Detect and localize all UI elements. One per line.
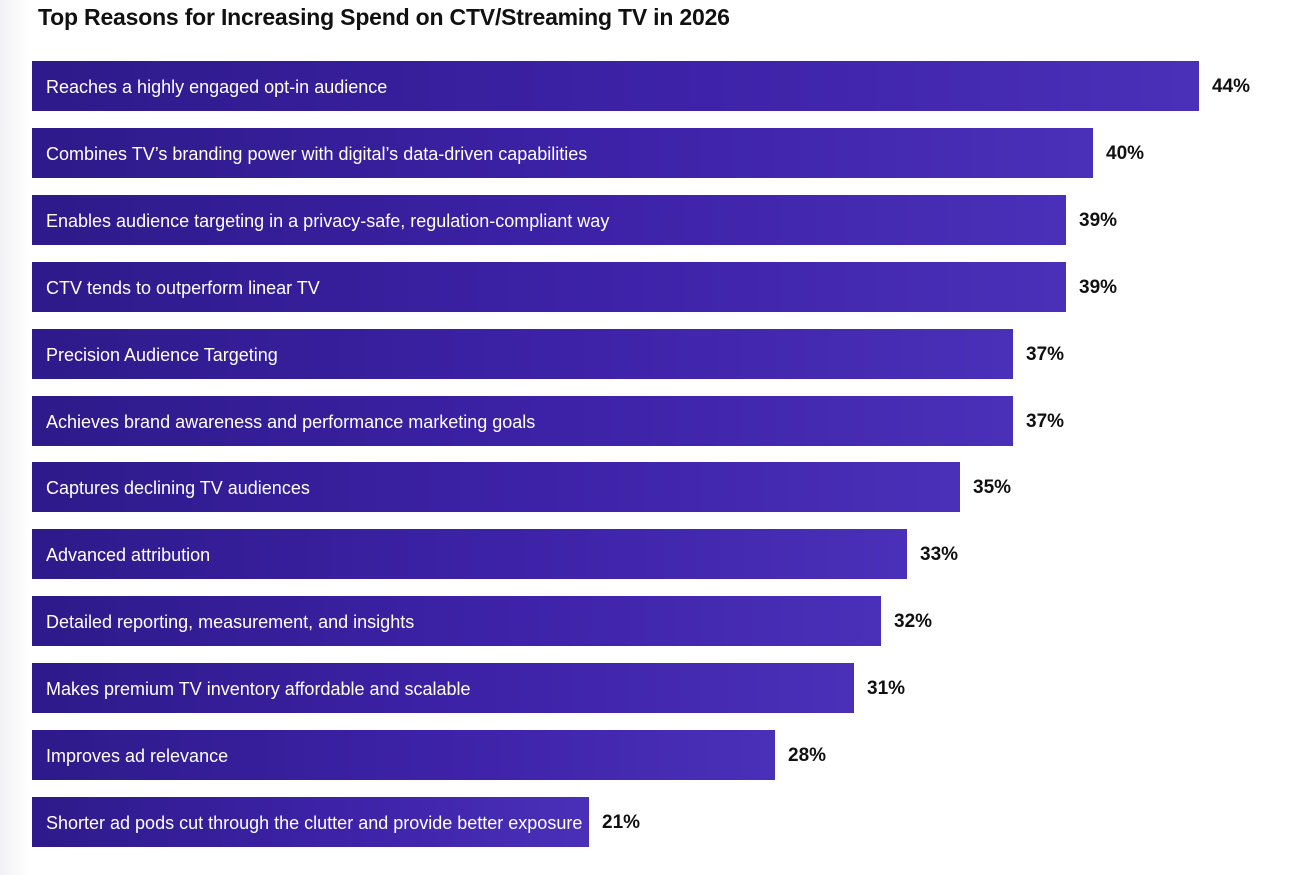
bar-category-label: Reaches a highly engaged opt-in audience	[46, 77, 388, 97]
bar-category-label: Achieves brand awareness and performance…	[46, 412, 536, 432]
bar-category-label: Shorter ad pods cut through the clutter …	[46, 813, 583, 833]
bar-10	[32, 663, 854, 713]
bar-value-label: 37%	[1026, 344, 1065, 365]
bar-value-label: 37%	[1026, 411, 1065, 432]
bar-category-label: Detailed reporting, measurement, and ins…	[46, 612, 415, 632]
bar-category-label: Makes premium TV inventory affordable an…	[46, 679, 471, 699]
bar-category-label: CTV tends to outperform linear TV	[46, 278, 320, 298]
bar-category-label: Improves ad relevance	[46, 746, 229, 766]
bar-value-label: 39%	[1079, 210, 1118, 231]
bar-3	[32, 195, 1066, 245]
bar-value-label: 21%	[602, 812, 641, 833]
bar-category-label: Enables audience targeting in a privacy-…	[46, 211, 610, 231]
bar-value-label: 39%	[1079, 277, 1118, 298]
bar-5	[32, 329, 1013, 379]
bar-1	[32, 61, 1199, 111]
bar-4	[32, 262, 1066, 312]
bar-value-label: 35%	[973, 477, 1012, 498]
bar-11	[32, 730, 775, 780]
bar-category-label: Captures declining TV audiences	[46, 478, 310, 498]
bar-value-label: 31%	[867, 678, 906, 699]
bar-value-label: 40%	[1106, 143, 1145, 164]
bar-2	[32, 128, 1093, 178]
chart-title: Top Reasons for Increasing Spend on CTV/…	[38, 4, 730, 30]
left-edge-shade	[0, 0, 30, 875]
bar-12	[32, 797, 589, 847]
bar-category-label: Combines TV’s branding power with digita…	[46, 144, 588, 164]
bar-8	[32, 529, 907, 579]
bar-value-label: 44%	[1212, 76, 1251, 97]
bar-6	[32, 396, 1013, 446]
bar-category-label: Advanced attribution	[46, 545, 211, 565]
bar-category-label: Precision Audience Targeting	[46, 345, 278, 365]
bar-value-label: 32%	[894, 611, 933, 632]
bar-value-label: 28%	[788, 745, 827, 766]
bar-value-label: 33%	[920, 544, 959, 565]
bar-9	[32, 596, 881, 646]
bar-7	[32, 462, 960, 512]
